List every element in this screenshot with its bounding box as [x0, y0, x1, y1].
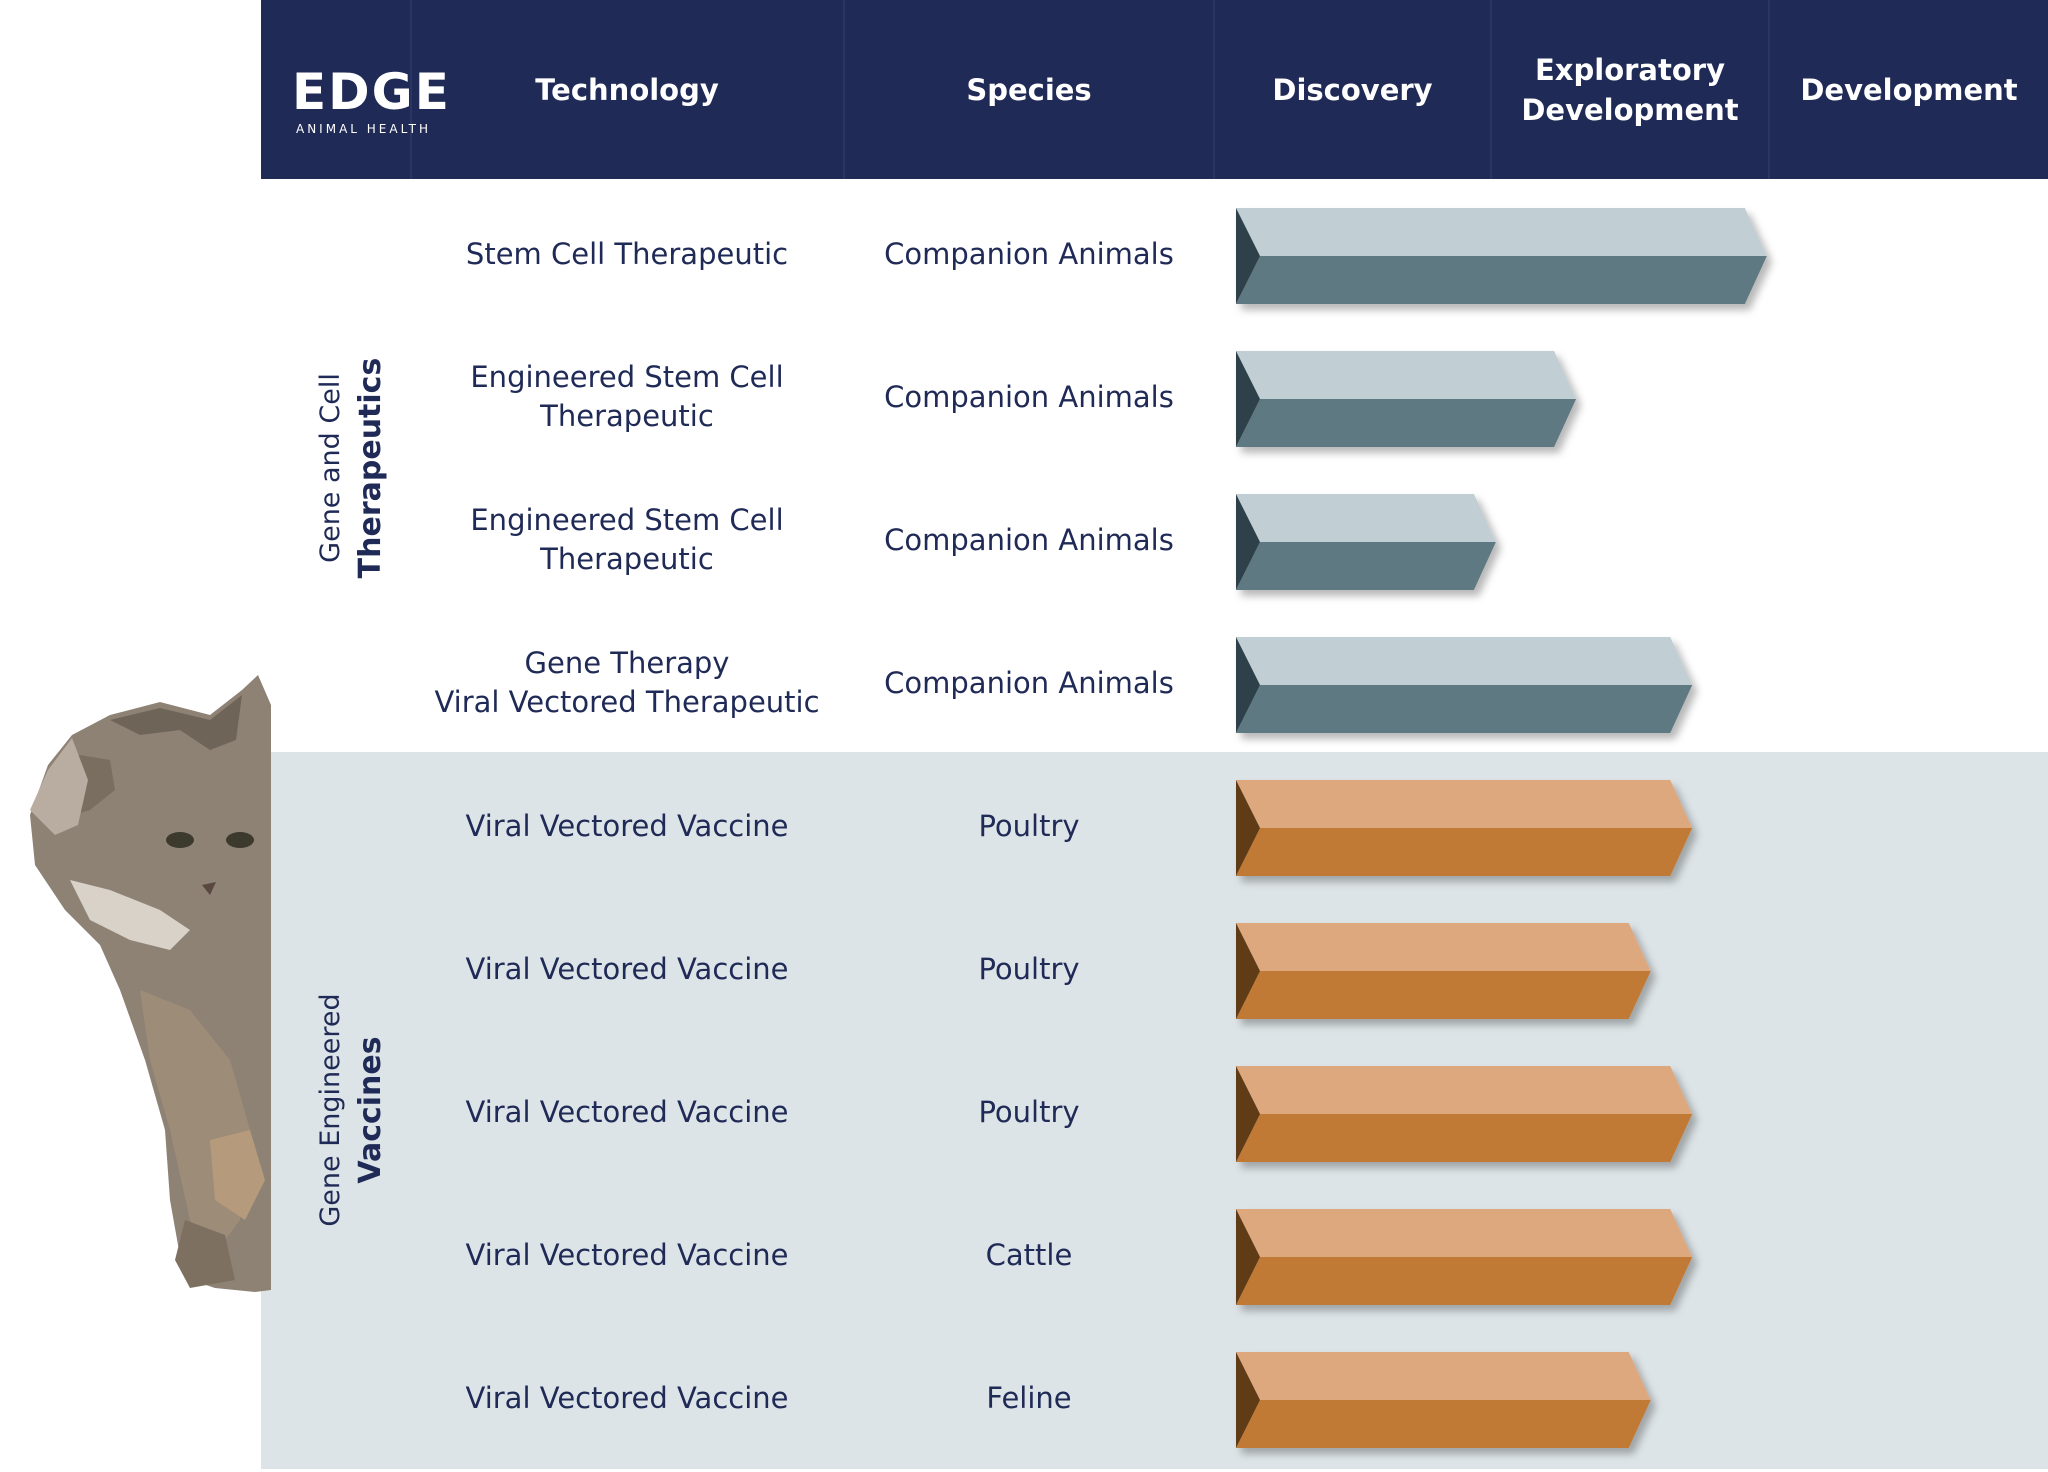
header-divider	[1490, 0, 1492, 179]
header-divider	[1768, 0, 1770, 179]
vaccine-progress-bar	[1236, 1066, 1693, 1162]
header-divider	[1213, 0, 1215, 179]
column-header-development: Development	[1800, 72, 2018, 107]
vaccine-progress-bar	[1236, 923, 1651, 1019]
species-cell: Poultry	[978, 951, 1080, 986]
species-cell: Companion Animals	[884, 379, 1174, 414]
column-header-exploratory-development: Exploratory Development	[1521, 52, 1739, 127]
vaccine-progress-bar	[1236, 1209, 1693, 1305]
therapeutic-progress-bar	[1236, 637, 1693, 733]
species-cell: Companion Animals	[884, 522, 1174, 557]
column-header-technology: Technology	[535, 72, 719, 107]
species-cell: Cattle	[985, 1237, 1073, 1272]
vaccines-section-background	[261, 752, 2048, 1469]
technology-cell: Viral Vectored Vaccine	[465, 808, 789, 843]
header-divider	[843, 0, 845, 179]
therapeutic-progress-bar	[1236, 351, 1577, 447]
column-header-species: Species	[966, 72, 1092, 107]
edge-animal-health-logo: EDGE ANIMAL HEALTH	[292, 64, 449, 144]
header-bar	[261, 0, 2048, 179]
technology-cell: Gene Therapy Viral Vectored Therapeutic	[434, 646, 820, 719]
technology-cell: Viral Vectored Vaccine	[465, 1094, 789, 1129]
technology-cell: Stem Cell Therapeutic	[465, 236, 789, 271]
vaccine-progress-bar	[1236, 780, 1693, 876]
species-cell: Companion Animals	[884, 236, 1174, 271]
species-cell: Companion Animals	[884, 665, 1174, 700]
cat-photo	[30, 675, 271, 1292]
technology-cell: Engineered Stem Cell Therapeutic	[470, 503, 784, 576]
vaccine-progress-bar	[1236, 1352, 1651, 1448]
species-cell: Poultry	[978, 1094, 1080, 1129]
header-divider	[410, 0, 412, 179]
technology-cell: Viral Vectored Vaccine	[465, 951, 789, 986]
technology-cell: Viral Vectored Vaccine	[465, 1237, 789, 1272]
therapeutic-progress-bar	[1236, 208, 1767, 304]
technology-cell: Viral Vectored Vaccine	[465, 1380, 789, 1415]
technology-cell: Engineered Stem Cell Therapeutic	[470, 360, 784, 433]
logo-wordmark: EDGE	[292, 63, 451, 121]
column-header-discovery: Discovery	[1272, 72, 1433, 107]
species-cell: Feline	[986, 1380, 1072, 1415]
species-cell: Poultry	[978, 808, 1080, 843]
therapeutic-progress-bar	[1236, 494, 1496, 590]
logo-tagline: ANIMAL HEALTH	[296, 122, 431, 136]
